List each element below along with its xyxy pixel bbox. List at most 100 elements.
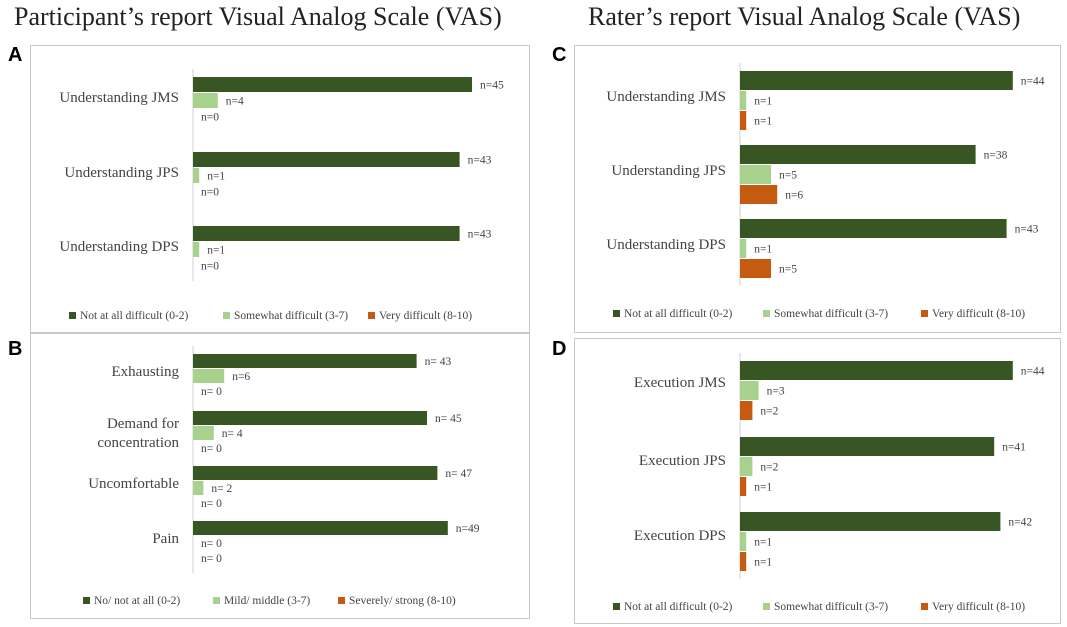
bar-not-0 — [740, 361, 1013, 380]
legend-label: Not at all difficult (0-2) — [624, 308, 733, 320]
panel-b-chart: Exhausting n= 43 n=6 n= 0 Demand for concentr… — [30, 333, 530, 619]
panel-label-b: B — [8, 338, 23, 360]
data-label: n=1 — [754, 244, 772, 256]
bar-somewhat-0 — [740, 91, 747, 110]
bar-very-0 — [740, 401, 753, 420]
bar-not-2 — [740, 512, 1001, 531]
bar-no-0 — [193, 354, 417, 368]
bar-mild-1 — [193, 426, 214, 440]
legend-swatch — [223, 312, 230, 319]
bar-somewhat-2 — [740, 239, 747, 258]
data-label: n=41 — [1002, 442, 1026, 454]
category-label: Understanding JMS — [59, 90, 179, 106]
data-label: n= 0 — [201, 538, 222, 550]
legend-swatch — [69, 312, 76, 319]
data-label: n=5 — [779, 170, 797, 182]
data-label: n=42 — [1008, 517, 1032, 529]
data-label: n= 0 — [201, 386, 222, 398]
data-label: n=2 — [760, 462, 778, 474]
right-title: Rater’s report Visual Analog Scale (VAS) — [588, 2, 1021, 31]
category-label: Exhausting — [112, 364, 180, 380]
category-label: Uncomfortable — [88, 476, 179, 492]
category-label: Execution JMS — [634, 375, 726, 391]
bar-not-2 — [193, 226, 460, 241]
data-label: n=1 — [207, 171, 225, 183]
legend-swatch — [83, 597, 90, 604]
chart-svg-a: Understanding JMS n=45 n=4 n=0 Understanding… — [59, 69, 504, 322]
data-label: n= 2 — [211, 483, 232, 495]
chart-svg-c: Understanding JMS n=44 n=1 n=1 Understanding… — [606, 63, 1045, 320]
bar-very-1 — [740, 185, 778, 204]
legend-label: Mild/ middle (3-7) — [224, 595, 310, 607]
data-label: n=6 — [785, 190, 803, 202]
bar-somewhat-1 — [193, 168, 200, 183]
category-label: Demand for concentration — [97, 416, 179, 451]
legend-swatch — [338, 597, 345, 604]
legend-swatch — [613, 603, 620, 610]
legend-swatch — [213, 597, 220, 604]
legend-swatch — [613, 310, 620, 317]
legend-label: Somewhat difficult (3-7) — [774, 308, 888, 320]
data-label: n=1 — [207, 245, 225, 257]
legend-label: No/ not at all (0-2) — [94, 595, 180, 607]
data-label: n=45 — [480, 80, 504, 92]
panel-label-c: C — [552, 44, 567, 66]
bar-very-2 — [740, 552, 747, 571]
panel-label-a: A — [8, 44, 23, 66]
data-label: n= 45 — [435, 413, 462, 425]
data-label: n= 47 — [445, 468, 472, 480]
bar-no-2 — [193, 466, 438, 480]
bar-mild-2 — [193, 481, 204, 495]
legend-label: Not at all difficult (0-2) — [624, 601, 733, 613]
bar-no-3 — [193, 521, 448, 535]
category-label: Execution JPS — [639, 453, 726, 469]
data-label: n=43 — [468, 155, 492, 167]
data-label: n= 43 — [425, 356, 452, 368]
legend-swatch — [763, 603, 770, 610]
data-label: n=49 — [456, 523, 480, 535]
bar-not-0 — [193, 77, 472, 92]
data-label: n=4 — [226, 96, 244, 108]
bar-somewhat-0 — [193, 93, 218, 108]
category-label: Understanding JMS — [606, 89, 726, 105]
data-label: n=1 — [754, 537, 772, 549]
panel-a-chart: Understanding JMS n=45 n=4 n=0 Understanding… — [30, 45, 530, 333]
bar-no-1 — [193, 411, 427, 425]
bar-not-0 — [740, 71, 1013, 90]
category-label: Understanding DPS — [606, 237, 726, 253]
legend-swatch — [921, 310, 928, 317]
data-label: n=2 — [760, 406, 778, 418]
bar-not-2 — [740, 219, 1007, 238]
panel-d-chart: Execution JMS n=44 n=3 n=2 Execution JPS n=41… — [574, 338, 1061, 624]
panel-label-d: D — [552, 338, 567, 360]
panel-c-chart: Understanding JMS n=44 n=1 n=1 Understanding… — [574, 45, 1061, 333]
legend-label: Very difficult (8-10) — [379, 310, 472, 322]
data-label: n= 4 — [222, 428, 243, 440]
category-label: Understanding JPS — [611, 163, 726, 179]
data-label: n=38 — [984, 150, 1008, 162]
data-label: n=1 — [754, 116, 772, 128]
bar-not-1 — [740, 437, 995, 456]
bar-very-0 — [740, 111, 747, 130]
bar-not-1 — [193, 152, 460, 167]
legend-swatch — [368, 312, 375, 319]
bar-somewhat-1 — [740, 457, 753, 476]
category-label: Understanding DPS — [59, 239, 179, 255]
legend-label: Very difficult (8-10) — [932, 601, 1025, 613]
legend-swatch — [921, 603, 928, 610]
chart-svg-d: Execution JMS n=44 n=3 n=2 Execution JPS n=41… — [613, 353, 1045, 613]
data-label: n=0 — [201, 261, 219, 273]
data-label: n=0 — [201, 187, 219, 199]
data-label: n= 0 — [201, 553, 222, 565]
left-title: Participant’s report Visual Analog Scale… — [14, 2, 502, 31]
data-label: n= 0 — [201, 443, 222, 455]
data-label: n=3 — [767, 386, 785, 398]
category-label: Pain — [152, 531, 179, 547]
legend-label: Somewhat difficult (3-7) — [234, 310, 348, 322]
data-label: n=43 — [468, 229, 492, 241]
bar-somewhat-0 — [740, 381, 759, 400]
legend-label: Severely/ strong (8-10) — [349, 595, 456, 607]
data-label: n= 0 — [201, 498, 222, 510]
data-label: n=0 — [201, 112, 219, 124]
bar-not-1 — [740, 145, 976, 164]
